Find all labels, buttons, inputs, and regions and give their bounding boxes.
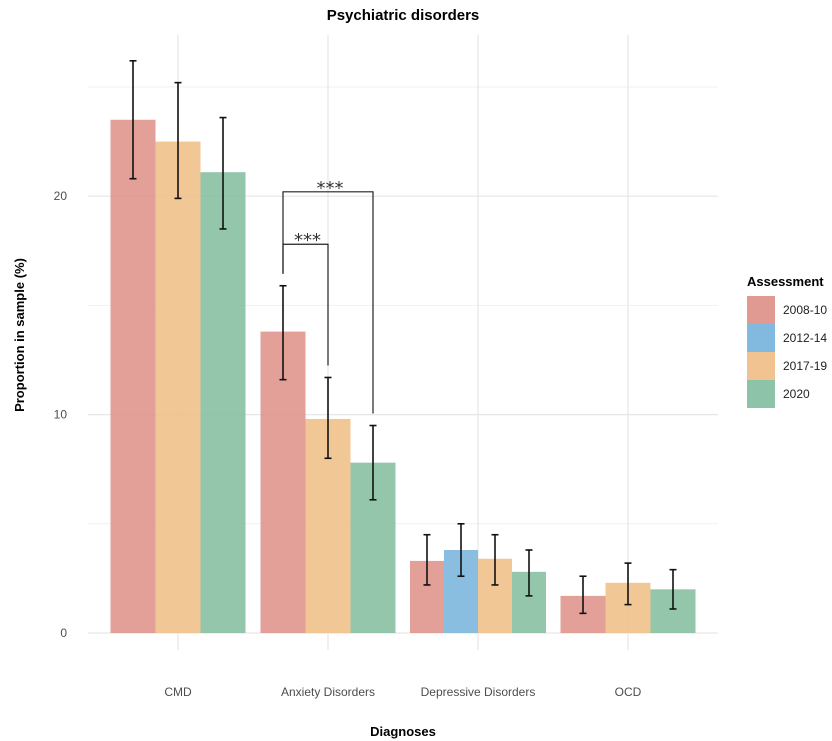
legend-label-2008-10: 2008-10 — [783, 303, 827, 317]
legend-label-2017-19: 2017-19 — [783, 359, 827, 373]
x-tick-label: Depressive Disorders — [421, 685, 536, 699]
y-axis-title: Proportion in sample (%) — [12, 258, 27, 412]
legend-key-2020 — [747, 380, 775, 408]
y-axis-ticks: 0 10 20 — [54, 189, 68, 640]
legend-title: Assessment — [747, 274, 824, 289]
x-axis-ticks: CMD Anxiety Disorders Depressive Disorders… — [164, 685, 641, 699]
bar-anxiety-disorders-2008-10 — [260, 331, 306, 633]
legend-key-2017-19 — [747, 352, 775, 380]
legend: Assessment 2008-10 2012-14 2017-19 2020 — [747, 274, 827, 408]
chart-title: Psychiatric disorders — [327, 7, 480, 24]
significance-bracket — [282, 191, 374, 414]
legend-key-2012-14 — [747, 324, 775, 352]
bar-cmd-2020 — [200, 172, 246, 633]
bars — [110, 119, 696, 633]
x-tick-label: OCD — [615, 685, 642, 699]
legend-label-2020: 2020 — [783, 387, 810, 401]
legend-key-2008-10 — [747, 296, 775, 324]
x-axis-title: Diagnoses — [370, 724, 436, 739]
y-tick-label: 20 — [54, 189, 68, 203]
error-bars — [129, 59, 677, 615]
significance-label: *** — [294, 230, 321, 251]
y-tick-label: 0 — [60, 626, 67, 640]
x-tick-label: CMD — [164, 685, 192, 699]
significance-label: *** — [317, 178, 344, 199]
bar-cmd-2008-10 — [110, 119, 156, 633]
x-tick-label: Anxiety Disorders — [281, 685, 375, 699]
bar-cmd-2017-19 — [155, 141, 201, 633]
legend-label-2012-14: 2012-14 — [783, 331, 827, 345]
y-tick-label: 10 — [54, 408, 68, 422]
significance-annotations: *** *** — [282, 178, 374, 414]
